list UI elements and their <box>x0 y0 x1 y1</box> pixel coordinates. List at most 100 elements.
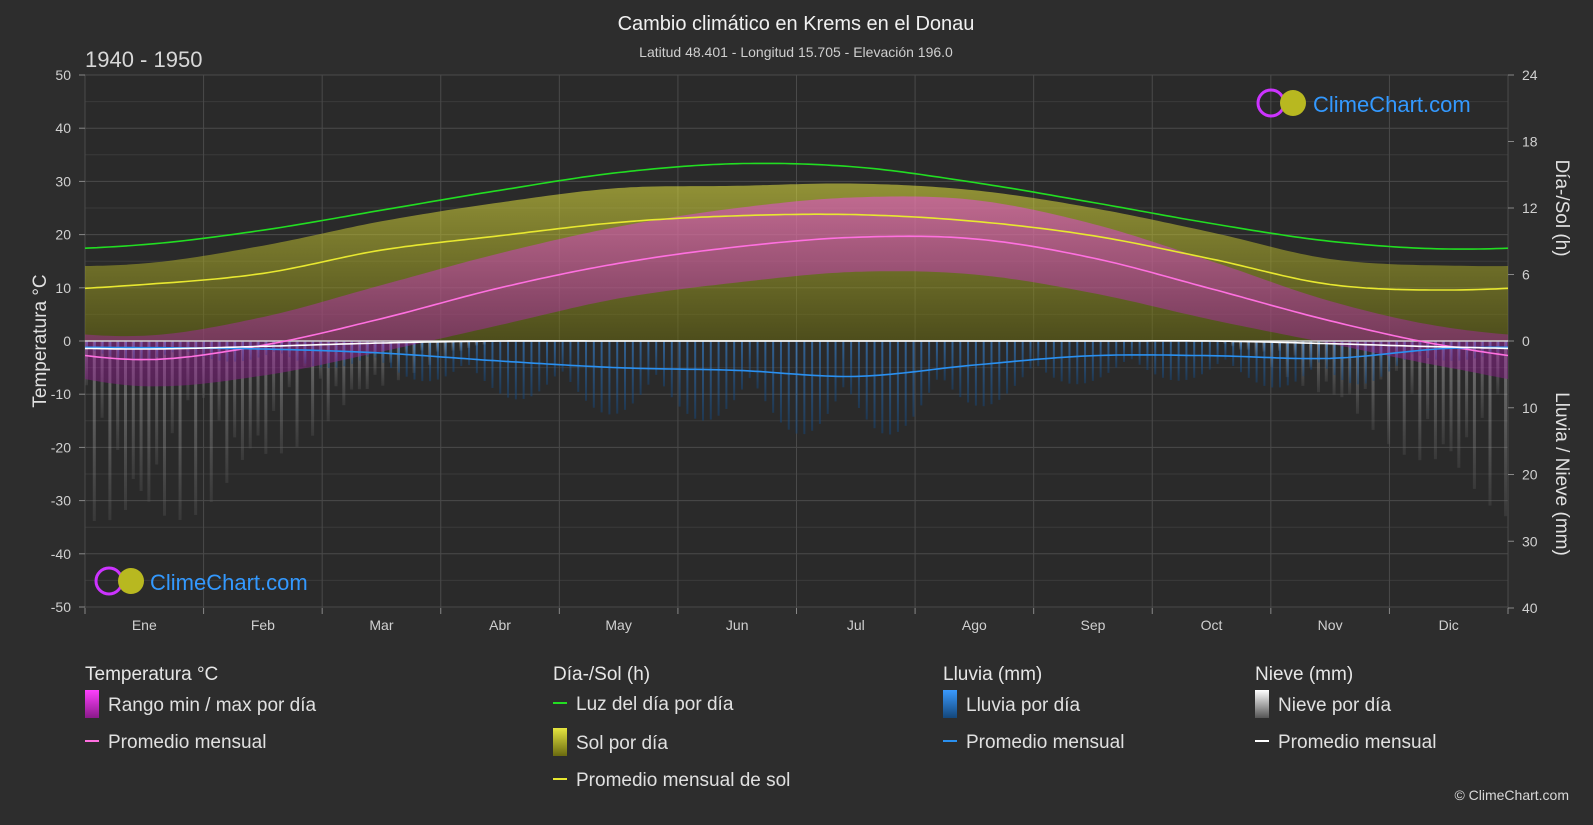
x-tick-label: Oct <box>1201 617 1223 633</box>
rain-bar <box>1271 341 1274 388</box>
snow-bar <box>147 341 151 502</box>
rain-avg-line <box>85 346 1508 378</box>
snow-bar <box>139 341 143 491</box>
legend-item: Luz del día por día <box>553 694 733 716</box>
y-axis-left-label: Temperatura °C <box>30 274 51 407</box>
rain-bar <box>390 341 393 368</box>
legend-label: Luz del día por día <box>576 694 734 715</box>
rain-bar <box>616 341 619 414</box>
rain-bar <box>795 341 798 434</box>
y-left-tick-label: 30 <box>55 173 71 189</box>
rain-bar <box>452 341 455 372</box>
chart-title: Cambio climático en Krems en el Donau <box>618 13 975 35</box>
y-left-tick-label: -40 <box>51 546 71 562</box>
rain-bar <box>1154 341 1157 375</box>
rain-bar <box>998 341 1001 400</box>
rain-bar <box>896 341 899 432</box>
snow-avg-line <box>85 340 1508 350</box>
rain-bar <box>1317 341 1320 363</box>
rain-bar <box>460 341 463 367</box>
y-left-tick-label: -30 <box>51 493 71 509</box>
rain-bar <box>701 341 704 421</box>
chart-subtitle: Latitud 48.401 - Longitud 15.705 - Eleva… <box>639 44 953 60</box>
rain-bar <box>1294 341 1297 382</box>
x-tick-label: Jun <box>726 617 749 633</box>
copyright: © ClimeChart.com <box>1454 787 1569 803</box>
rain-bar <box>1013 341 1016 386</box>
snow-bar <box>1472 341 1476 489</box>
snow-bar <box>1410 341 1414 394</box>
legend-item: Lluvia por día <box>943 690 1080 720</box>
rain-bar <box>1130 341 1133 360</box>
rain-bar <box>624 341 627 410</box>
y-left-tick-label: 50 <box>55 67 71 83</box>
watermark-top: ClimeChart.com <box>1256 88 1471 118</box>
rain-bar <box>569 341 572 382</box>
rain-bar <box>709 341 712 420</box>
period-label: 1940 - 1950 <box>85 47 202 72</box>
rain-bar <box>436 341 439 380</box>
rain-bar <box>1162 341 1165 378</box>
rain-bar <box>1029 341 1032 369</box>
legend-item: Promedio mensual <box>85 732 266 754</box>
rain-bar <box>1216 341 1219 365</box>
rain-bar <box>522 341 525 399</box>
snow-bar <box>256 341 260 436</box>
rain-bar <box>1372 341 1375 381</box>
snow-bar <box>116 341 120 450</box>
rain-bar <box>413 341 416 380</box>
rain-bar <box>608 341 611 415</box>
rain-bar <box>740 341 743 390</box>
rain-bar <box>514 341 517 400</box>
rain-bar <box>1247 341 1250 378</box>
snow-bar <box>373 341 377 375</box>
rain-bar <box>772 341 775 413</box>
y-right-bottom-tick-label: 40 <box>1522 600 1538 616</box>
y-right-top-tick-label: 24 <box>1522 67 1538 83</box>
rain-bar <box>943 341 946 381</box>
rain-bar <box>756 341 759 389</box>
snow-bar <box>326 341 330 422</box>
snow-bar <box>1387 341 1391 445</box>
x-tick-label: Nov <box>1318 617 1343 633</box>
x-tick-label: Jul <box>847 617 865 633</box>
legend-heading: Nieve (mm) <box>1255 664 1354 685</box>
legend-label: Promedio mensual <box>966 732 1125 753</box>
rain-bar <box>1232 341 1235 366</box>
snow-bar <box>194 341 198 515</box>
rain-bar <box>857 341 860 408</box>
snow-bar <box>1316 341 1320 393</box>
legend-item: Rango min / max por día <box>85 690 317 720</box>
watermark-bottom: ClimeChart.com <box>94 566 308 596</box>
legend-snow: Nieve (mm) Nieve por día Promedio mensua… <box>1255 664 1535 804</box>
y-left-tick-label: 20 <box>55 227 71 243</box>
x-tick-label: Mar <box>369 617 393 633</box>
rain-bar <box>538 341 541 392</box>
legend-label: Promedio mensual de sol <box>576 770 791 791</box>
y-right-top-tick-label: 0 <box>1522 333 1530 349</box>
snow-bar <box>1433 341 1437 460</box>
legend-label: Rango min / max por día <box>108 695 317 717</box>
rain-bar <box>1224 341 1227 360</box>
rain-bar <box>1341 341 1344 380</box>
rain-bar <box>1107 341 1110 373</box>
rain-bar <box>1076 341 1079 385</box>
rain-bar <box>912 341 915 417</box>
rain-bar <box>803 341 806 435</box>
rain-bar <box>834 341 837 402</box>
rain-bar <box>1084 341 1087 384</box>
snow-avg-swatch <box>1255 739 1269 742</box>
x-tick-label: Feb <box>251 617 275 633</box>
snow-bar <box>357 341 361 390</box>
y-right-bottom-tick-label: 10 <box>1522 400 1538 416</box>
rain-bar <box>491 341 494 388</box>
snow-bar <box>1504 341 1508 517</box>
rain-bar <box>818 341 821 424</box>
rain-bar <box>429 341 432 382</box>
legend-item: Promedio mensual <box>1255 732 1436 754</box>
rain-bar <box>1099 341 1102 378</box>
snow-bar <box>92 341 96 521</box>
rain-bar <box>1278 341 1281 388</box>
rain-bar <box>920 341 923 406</box>
rain-bar <box>468 341 471 366</box>
